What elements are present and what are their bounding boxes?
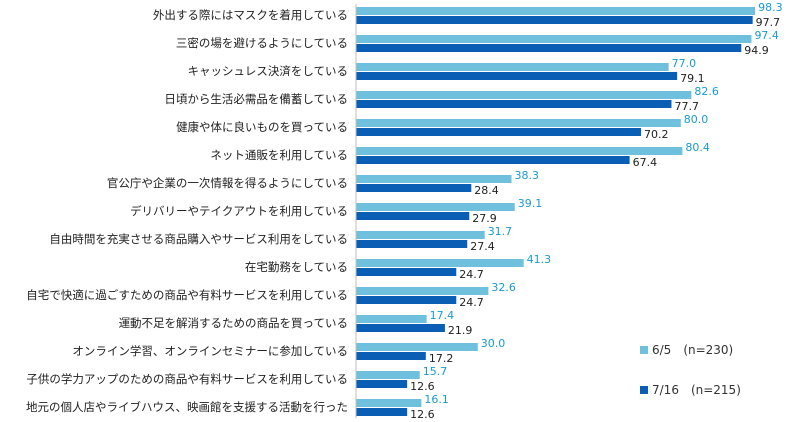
value-label-series-2: 67.4 <box>633 156 658 169</box>
bar-series-1 <box>356 399 422 407</box>
legend-label-series-2: 7/16 (n=215) <box>652 383 741 397</box>
value-label-series-2: 12.6 <box>410 408 435 421</box>
value-label-series-2: 94.9 <box>744 44 769 57</box>
category-labels: 外出する際にはマスクを着用している三密の場を避けるようにしているキャッシュレス決… <box>26 8 348 414</box>
bar-series-2 <box>356 100 672 108</box>
legend-swatch-series-2 <box>640 386 648 394</box>
category-label: デリバリーやテイクアウトを利用している <box>130 204 348 218</box>
value-label-series-2: 27.4 <box>470 240 495 253</box>
bar-series-1 <box>356 259 524 267</box>
bar-series-1 <box>356 63 669 71</box>
bar-series-2 <box>356 72 678 80</box>
bar-series-1 <box>356 231 485 239</box>
value-label-series-2: 24.7 <box>459 268 484 281</box>
value-label-series-1: 80.0 <box>684 113 709 126</box>
value-label-series-1: 30.0 <box>481 337 506 350</box>
value-label-series-2: 77.7 <box>674 100 699 113</box>
value-label-series-1: 82.6 <box>694 85 719 98</box>
bar-series-1 <box>356 147 683 155</box>
category-label: 自宅で快適に過ごすための商品や有料サービスを利用している <box>26 288 348 302</box>
legend: 6/5 (n=230) 7/16 (n=215) <box>640 343 741 397</box>
value-label-series-1: 97.4 <box>754 29 779 42</box>
bar-series-2 <box>356 324 445 332</box>
bar-series-2 <box>356 184 472 192</box>
value-label-series-1: 16.1 <box>424 393 449 406</box>
category-label: 在宅勤務をしている <box>245 260 348 274</box>
value-label-series-2: 28.4 <box>474 184 499 197</box>
value-label-series-2: 24.7 <box>459 296 484 309</box>
category-label: 官公庁や企業の一次情報を得るようにしている <box>107 176 348 190</box>
bar-series-2 <box>356 296 457 304</box>
bar-series-2 <box>356 128 642 136</box>
bar-series-1 <box>356 119 681 127</box>
bar-series-2 <box>356 44 742 52</box>
value-label-series-2: 27.9 <box>472 212 497 225</box>
value-label-series-2: 79.1 <box>680 72 705 85</box>
bar-series-2 <box>356 156 630 164</box>
value-label-series-1: 38.3 <box>514 169 539 182</box>
bar-series-2 <box>356 16 753 24</box>
bar-series-1 <box>356 343 478 351</box>
bar-series-2 <box>356 212 470 220</box>
bar-series-2 <box>356 352 426 360</box>
value-label-series-1: 31.7 <box>488 225 513 238</box>
category-label: 日頃から生活必需品を備蓄している <box>164 92 348 106</box>
value-label-series-1: 15.7 <box>423 365 448 378</box>
value-label-series-1: 39.1 <box>518 197 543 210</box>
bar-series-2 <box>356 240 468 248</box>
category-label: 自由時間を充実させる商品購入やサービス利用をしている <box>49 232 348 246</box>
category-label: 運動不足を解消するための商品を買っている <box>119 316 348 330</box>
bars <box>356 7 756 416</box>
value-label-series-1: 32.6 <box>491 281 515 294</box>
legend-swatch-series-1 <box>640 346 648 354</box>
category-label: ネット通販を利用している <box>210 148 348 162</box>
value-label-series-2: 70.2 <box>644 128 669 141</box>
bar-series-1 <box>356 35 752 43</box>
bar-series-2 <box>356 268 457 276</box>
value-label-series-1: 80.4 <box>685 141 710 154</box>
bar-series-2 <box>356 408 408 416</box>
bar-series-1 <box>356 315 427 323</box>
legend-label-series-1: 6/5 (n=230) <box>652 343 733 357</box>
value-label-series-1: 17.4 <box>430 309 455 322</box>
category-label: 三密の場を避けるようにしている <box>176 36 348 50</box>
value-label-series-2: 12.6 <box>410 380 435 393</box>
value-labels: 98.3 97.797.4 94.9 77.0 79.182.6 77.780.0 70.2… <box>410 1 782 421</box>
category-label: オンライン学習、オンラインセミナーに参加している <box>72 344 348 358</box>
category-label: キャッシュレス決済をしている <box>188 64 348 78</box>
value-label-series-2: 17.2 <box>429 352 454 365</box>
value-label-series-1: 77.0 <box>672 57 697 70</box>
category-label: 地元の個人店やライブハウス、映画館を支援する活動を行った <box>26 400 348 414</box>
bar-series-1 <box>356 175 512 183</box>
category-label: 健康や体に良いものを買っている <box>176 120 348 134</box>
bar-series-1 <box>356 203 515 211</box>
bar-series-2 <box>356 380 408 388</box>
category-label: 子供の学力アップのための商品や有料サービスを利用している <box>26 372 348 386</box>
bar-series-1 <box>356 7 756 15</box>
value-label-series-1: 41.3 <box>527 253 552 266</box>
bar-series-1 <box>356 91 692 99</box>
category-label: 外出する際にはマスクを着用している <box>153 8 348 22</box>
value-label-series-1: 98.3 <box>758 1 783 14</box>
bar-series-1 <box>356 371 420 379</box>
bar-series-1 <box>356 287 489 295</box>
value-label-series-2: 97.7 <box>756 16 781 29</box>
value-label-series-2: 21.9 <box>448 324 473 337</box>
